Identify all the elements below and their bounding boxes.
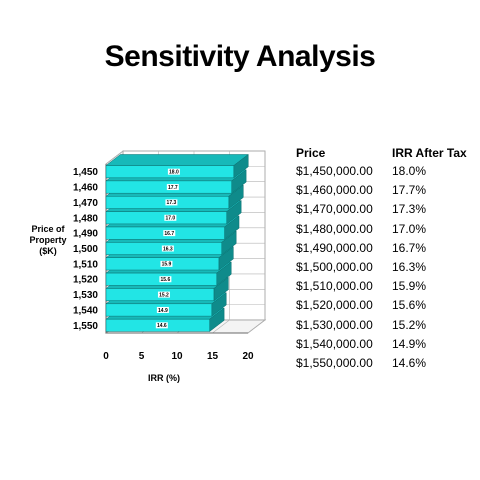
data-label: 17.7 (168, 185, 178, 191)
bar-top (105, 154, 249, 166)
y-tick-label: 1,530 (73, 290, 98, 301)
y-tick-label: 1,520 (73, 275, 98, 286)
y-tick-label: 1,540 (73, 305, 98, 316)
price-cell: $1,450,000.00 (296, 164, 373, 178)
irr-cell: 17.7% (392, 183, 427, 198)
y-axis-label: Price of Property ($K) (29, 224, 66, 256)
irr-cell: 17.3% (392, 202, 427, 217)
price-cell: $1,550,000.00 (296, 356, 373, 371)
table-row: $1,460,000.00 17.7% (296, 181, 467, 200)
y-tick-label: 1,460 (73, 183, 98, 194)
table-row: $1,520,000.00 15.6% (296, 296, 467, 315)
data-label-box (156, 306, 169, 313)
data-label: 15.2 (159, 292, 169, 298)
data-label-box (166, 184, 179, 191)
data-label-box (167, 168, 180, 175)
price-cell: $1,520,000.00 (296, 298, 373, 313)
table-row: $1,450,000.00 18.0% (296, 162, 467, 181)
table-row: $1,510,000.00 15.9% (296, 277, 467, 296)
price-irr-table: Price IRR After Tax $1,450,000.00 18.0% $1… (296, 143, 467, 373)
data-label: 17.0 (165, 216, 175, 222)
y-tick-label: 1,450 (73, 167, 98, 178)
table-row: $1,480,000.00 17.0% (296, 220, 467, 239)
data-label-box (160, 260, 173, 267)
gridline-floor (247, 319, 266, 334)
y-tick-label: 1,480 (73, 213, 98, 224)
y-tick-label: 1,550 (73, 321, 98, 332)
x-tick-label: 10 (171, 351, 183, 362)
data-label-box (161, 245, 174, 252)
y-tick-label: 1,490 (73, 229, 98, 240)
price-cell: $1,510,000.00 (296, 279, 373, 294)
data-label: 14.6 (157, 323, 167, 329)
price-cell: $1,480,000.00 (296, 221, 373, 236)
irr-cell: 16.7% (392, 240, 427, 255)
price-cell: $1,460,000.00 (296, 183, 373, 198)
data-label-box (159, 276, 172, 283)
chart-labels: 14.6 14.9 15.2 15.6 15.9 16.3 16.7 17.0 17.3 17.7… (29, 167, 254, 383)
data-label: 17.3 (167, 200, 177, 206)
price-cell: $1,530,000.00 (296, 317, 373, 332)
table-header-row: Price IRR After Tax (296, 143, 467, 162)
data-label-box (164, 214, 177, 221)
x-axis-label: IRR (%) (148, 373, 180, 383)
irr-cell: 15.9% (392, 279, 427, 294)
x-tick-label: 0 (103, 351, 109, 362)
price-cell: $1,490,000.00 (296, 240, 373, 255)
table-body: $1,450,000.00 18.0% $1,460,000.00 17.7% $1,4… (296, 162, 467, 373)
table-row: $1,470,000.00 17.3% (296, 200, 467, 219)
price-cell: $1,540,000.00 (296, 336, 373, 351)
data-label-box (165, 199, 178, 206)
gridline-floor (212, 319, 230, 334)
data-label-box (157, 291, 170, 298)
table-row: $1,500,000.00 16.3% (296, 258, 467, 277)
table-row: $1,550,000.00 14.6% (296, 354, 467, 373)
x-tick-label: 5 (139, 351, 145, 362)
table-row: $1,530,000.00 15.2% (296, 316, 467, 335)
irr-cell: 16.3% (392, 260, 427, 275)
x-tick-label: 20 (242, 351, 254, 362)
price-cell: $1,500,000.00 (296, 260, 373, 275)
table-row: $1,540,000.00 14.9% (296, 335, 467, 354)
data-label: 14.9 (158, 308, 168, 314)
data-label-box (163, 230, 176, 237)
data-label: 15.6 (161, 277, 171, 283)
irr-cell: 14.6% (392, 356, 427, 371)
gridline-depth (105, 150, 124, 165)
page-title: Sensitivity Analysis (104, 40, 376, 73)
data-label: 18.0 (169, 169, 179, 175)
irr-cell: 17.0% (392, 221, 427, 236)
data-label: 16.7 (164, 231, 174, 237)
header-price: Price (296, 145, 326, 160)
x-tick-label: 15 (207, 351, 219, 362)
irr-cell: 15.6% (392, 298, 427, 313)
irr-cell: 14.9% (392, 336, 427, 351)
irr-cell: 18.0% (392, 164, 427, 178)
price-cell: $1,470,000.00 (296, 202, 373, 217)
table-row: $1,490,000.00 16.7% (296, 239, 467, 258)
data-label: 15.9 (162, 262, 172, 268)
y-tick-label: 1,470 (73, 198, 98, 209)
chart-bars (105, 153, 249, 332)
y-tick-label: 1,500 (73, 244, 98, 255)
data-label: 16.3 (163, 246, 173, 252)
data-label-box (155, 322, 168, 329)
y-tick-label: 1,510 (73, 259, 98, 270)
header-irr: IRR After Tax (392, 145, 467, 160)
irr-cell: 15.2% (392, 317, 427, 332)
